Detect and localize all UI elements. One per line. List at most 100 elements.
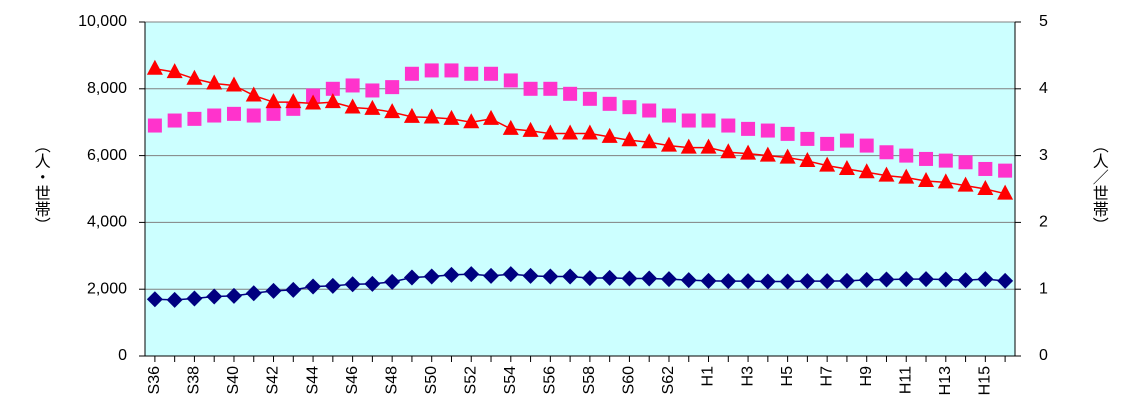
- x-tick-label: H5: [779, 366, 796, 387]
- point: [344, 276, 361, 293]
- point: [542, 124, 559, 140]
- y-tick-label: 4,000: [87, 214, 127, 231]
- point: [186, 290, 203, 307]
- x-tick-label: S42: [265, 366, 282, 395]
- point: [878, 271, 895, 288]
- point: [641, 270, 658, 287]
- point: [601, 127, 618, 143]
- point: [779, 148, 796, 164]
- point: [543, 81, 558, 96]
- point: [938, 153, 953, 168]
- point: [285, 93, 302, 109]
- point: [799, 273, 816, 290]
- point: [344, 98, 361, 114]
- point: [305, 94, 322, 110]
- point: [820, 136, 835, 151]
- point: [364, 275, 381, 292]
- point: [800, 131, 815, 146]
- point: [581, 124, 598, 140]
- x-tick-label: H3: [739, 366, 756, 387]
- point: [324, 93, 341, 109]
- point: [147, 118, 162, 133]
- point: [582, 91, 597, 106]
- point: [937, 173, 954, 189]
- point: [364, 99, 381, 115]
- point: [760, 123, 775, 138]
- point: [601, 269, 618, 286]
- point: [502, 119, 519, 135]
- point: [937, 271, 954, 288]
- y2-tick-label: 2: [1039, 214, 1048, 231]
- point: [463, 113, 480, 129]
- point: [700, 138, 717, 154]
- y-tick-label: 2,000: [87, 280, 127, 297]
- point: [799, 151, 816, 167]
- point: [819, 273, 836, 290]
- point: [167, 113, 182, 128]
- point: [721, 118, 736, 133]
- point: [403, 107, 420, 123]
- point: [463, 266, 480, 283]
- y-tick-label: 0: [118, 347, 127, 364]
- plot-area: [144, 21, 1016, 357]
- point: [365, 83, 380, 98]
- point: [878, 166, 895, 182]
- point: [977, 271, 994, 288]
- point: [918, 171, 935, 187]
- point: [562, 124, 579, 140]
- point: [680, 272, 697, 289]
- point: [899, 148, 914, 163]
- y-tick-label: 10,000: [78, 13, 127, 30]
- point: [522, 267, 539, 284]
- point: [187, 111, 202, 126]
- point: [345, 78, 360, 93]
- point: [919, 151, 934, 166]
- point: [779, 273, 796, 290]
- point: [681, 113, 696, 128]
- point: [720, 143, 737, 159]
- point: [958, 155, 973, 170]
- point: [206, 74, 223, 90]
- y-tick-label: 6,000: [87, 147, 127, 164]
- x-tick-label: S54: [502, 366, 519, 395]
- point: [819, 156, 836, 172]
- point: [997, 272, 1014, 289]
- x-tick-label: H9: [858, 366, 875, 387]
- point: [838, 272, 855, 289]
- y2-tick-label: 4: [1039, 80, 1048, 97]
- x-tick-label: H15: [977, 366, 994, 395]
- point: [206, 288, 223, 305]
- point: [484, 66, 499, 81]
- point: [444, 63, 459, 78]
- point: [384, 103, 401, 119]
- y2-tick-label: 3: [1039, 147, 1048, 164]
- x-tick-label: S46: [344, 366, 361, 395]
- point: [641, 133, 658, 149]
- x-tick-label: H13: [937, 366, 954, 395]
- point: [759, 146, 776, 162]
- x-tick-label: H11: [897, 366, 914, 394]
- point: [186, 69, 203, 85]
- point: [839, 133, 854, 148]
- point: [759, 273, 776, 290]
- point: [403, 269, 420, 286]
- point: [542, 268, 559, 285]
- y2-tick-label: 1: [1039, 280, 1048, 297]
- point: [858, 163, 875, 179]
- point: [898, 271, 915, 288]
- y2-axis-label: （人／世帯）: [1090, 137, 1109, 233]
- point: [285, 281, 302, 298]
- point: [146, 291, 163, 308]
- y-axis-label: （人・世帯）: [32, 137, 51, 233]
- x-tick-label: S56: [542, 366, 559, 395]
- x-tick-label: S36: [146, 366, 163, 395]
- point: [245, 86, 262, 102]
- point: [898, 168, 915, 184]
- point: [464, 66, 479, 81]
- point: [424, 63, 439, 78]
- point: [483, 267, 500, 284]
- x-tick-label: S48: [383, 366, 400, 395]
- point: [404, 66, 419, 81]
- point: [998, 163, 1013, 178]
- point: [859, 138, 874, 153]
